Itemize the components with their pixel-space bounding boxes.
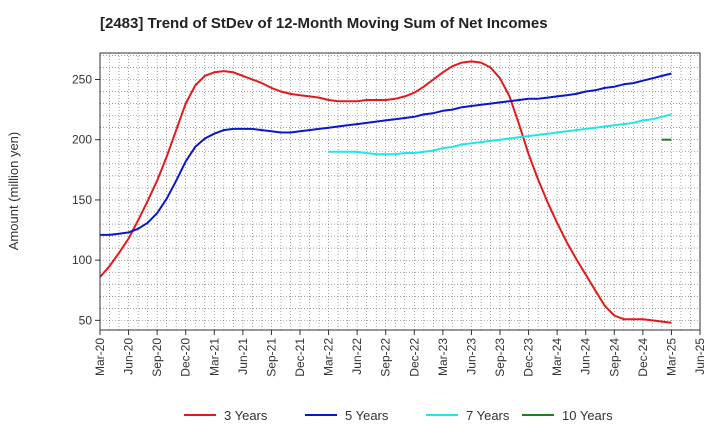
x-tick-label: Jun-21	[236, 338, 250, 375]
x-tick-label: Sep-20	[150, 338, 164, 377]
x-tick-label: Dec-20	[179, 338, 193, 377]
x-tick-label: Jun-22	[350, 338, 364, 375]
legend-label-3-years: 3 Years	[224, 408, 268, 423]
x-tick-label: Mar-23	[436, 338, 450, 376]
series-line-3-years	[99, 60, 672, 324]
y-tick-label: 50	[79, 313, 93, 327]
plot-background	[100, 53, 700, 330]
x-tick-label: Mar-25	[664, 338, 678, 376]
x-tick-label: Sep-21	[264, 338, 278, 377]
plot-frame	[99, 52, 701, 331]
y-tick-label: 200	[72, 133, 92, 147]
x-tick-label: Jun-24	[579, 338, 593, 375]
series-line-7-years	[328, 113, 672, 156]
legend-label-5-years: 5 Years	[345, 408, 389, 423]
y-axis: 50 100 150 200 250	[72, 72, 100, 327]
x-axis: Mar-20 Jun-20 Sep-20 Dec-20 Mar-21 Jun-21 Sep-…	[93, 330, 707, 377]
legend: 3 Years 5 Years 7 Years 10 Years	[184, 408, 613, 423]
x-tick-label: Dec-21	[293, 338, 307, 377]
x-tick-label: Sep-24	[607, 338, 621, 377]
x-tick-label: Mar-24	[550, 338, 564, 376]
x-tick-label: Jun-23	[464, 338, 478, 375]
x-tick-label: Mar-22	[322, 338, 336, 376]
x-tick-label: Sep-22	[379, 338, 393, 377]
series-line-5-years	[100, 72, 672, 236]
y-tick-label: 250	[72, 72, 92, 86]
series-lines	[99, 60, 672, 324]
x-tick-label: Mar-21	[207, 338, 221, 376]
x-tick-label: Dec-24	[636, 338, 650, 377]
y-axis-title: Amount (million yen)	[6, 132, 21, 251]
x-tick-label: Dec-23	[522, 338, 536, 377]
legend-label-7-years: 7 Years	[466, 408, 510, 423]
x-tick-label: Dec-22	[407, 338, 421, 377]
x-tick-label: Sep-23	[493, 338, 507, 377]
y-tick-label: 150	[72, 193, 92, 207]
legend-label-10-years: 10 Years	[562, 408, 613, 423]
x-tick-label: Jun-25	[693, 338, 707, 375]
x-tick-label: Mar-20	[93, 338, 107, 376]
y-tick-label: 100	[72, 253, 92, 267]
x-tick-label: Jun-20	[122, 338, 136, 375]
chart-title: [2483] Trend of StDev of 12-Month Moving…	[100, 15, 548, 32]
